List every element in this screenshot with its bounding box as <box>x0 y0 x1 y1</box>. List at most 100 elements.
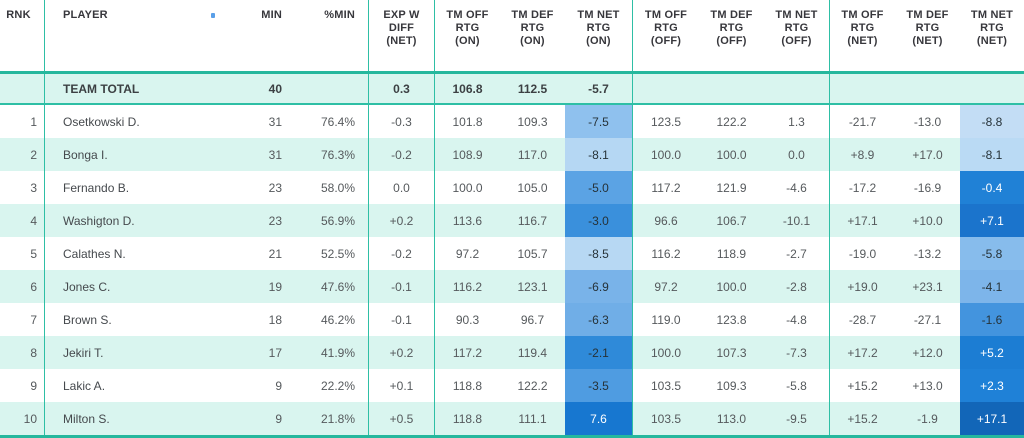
column-header-player-label: PLAYER <box>63 9 108 21</box>
cell-player[interactable]: Bonga I. <box>44 138 250 171</box>
cell-exp-w: -0.2 <box>368 237 434 270</box>
cell-rnk: 8 <box>30 345 37 360</box>
cell-player[interactable]: Milton S. <box>44 402 250 435</box>
cell-net-net: +7.1 <box>960 204 1024 237</box>
cell-rnk: 3 <box>30 180 37 195</box>
cell-off-off: 119.0 <box>632 303 699 336</box>
cell-def-net: -1.9 <box>917 411 938 426</box>
column-header-tm-off-rtg-off[interactable]: TM OFF RTG (OFF) <box>632 0 699 71</box>
column-header-min[interactable]: MIN <box>261 9 282 21</box>
column-header-tm-off-rtg-net[interactable]: TM OFF RTG (NET) <box>829 0 895 71</box>
cell-net-net <box>960 74 1024 103</box>
cell-pct-min <box>283 74 368 103</box>
cell-player[interactable]: Jones C. <box>44 270 250 303</box>
cell-net-on: 7.6 <box>565 402 632 435</box>
cell-def-off: 100.0 <box>716 279 747 294</box>
table-row: 1 Osetkowski D. 31 76.4% -0.3 101.8 109.3 -7.5 1… <box>0 105 1024 138</box>
cell-exp-w: -0.1 <box>368 303 434 336</box>
cell-net-off: -9.5 <box>786 411 807 426</box>
cell-off-off: 100.0 <box>632 336 699 369</box>
cell-player[interactable]: Osetkowski D. <box>44 105 250 138</box>
cell-def-net: +13.0 <box>912 378 943 393</box>
cell-player[interactable]: Jekiri T. <box>44 336 250 369</box>
cell-off-on: 101.8 <box>434 105 500 138</box>
cell-net-net: +17.1 <box>960 402 1024 435</box>
cell-rnk: 4 <box>30 213 37 228</box>
cell-off-on: 118.8 <box>434 369 500 402</box>
cell-pct-min: 52.5% <box>320 246 355 261</box>
column-header-rnk[interactable]: RNK <box>6 9 31 21</box>
cell-player[interactable]: TEAM TOTAL <box>44 74 250 103</box>
cell-net-on: -2.1 <box>565 336 632 369</box>
cell-off-off <box>632 74 699 103</box>
table-row: 4 Washigton D. 23 56.9% +0.2 113.6 116.7 -3.0 96… <box>0 204 1024 237</box>
cell-def-net: -16.9 <box>913 180 942 195</box>
cell-pct-min: 22.2% <box>320 378 355 393</box>
cell-off-net <box>829 74 895 103</box>
cell-net-on: -3.0 <box>565 204 632 237</box>
cell-pct-min: 76.3% <box>320 147 355 162</box>
cell-def-on: 119.4 <box>517 345 548 360</box>
column-header-tm-def-rtg-on[interactable]: TM DEF RTG (ON) <box>511 9 554 47</box>
cell-off-off: 123.5 <box>632 105 699 138</box>
cell-net-net: -8.1 <box>960 138 1024 171</box>
cell-player[interactable]: Brown S. <box>44 303 250 336</box>
cell-player[interactable]: Lakic A. <box>44 369 250 402</box>
cell-def-net: +12.0 <box>912 345 943 360</box>
cell-off-on: 90.3 <box>434 303 500 336</box>
table-row: 10 Milton S. 9 21.8% +0.5 118.8 111.1 7.6 103.5 1… <box>0 402 1024 435</box>
cell-def-off: 122.2 <box>716 114 747 129</box>
column-header-tm-def-rtg-net[interactable]: TM DEF RTG (NET) <box>906 9 949 47</box>
cell-off-net: +17.2 <box>829 336 895 369</box>
team-total-row: TEAM TOTAL 40 0.3 106.8 112.5 -5.7 <box>0 74 1024 105</box>
cell-def-on: 111.1 <box>518 411 547 426</box>
column-header-tm-net-rtg-on[interactable]: TM NET RTG (ON) <box>577 9 620 47</box>
cell-min: 18 <box>268 312 282 327</box>
column-header-player[interactable]: PLAYER <box>44 0 250 71</box>
column-header-tm-off-rtg-on[interactable]: TM OFF RTG (ON) <box>434 0 500 71</box>
cell-def-off: 109.3 <box>716 378 747 393</box>
cell-net-off: -10.1 <box>782 213 811 228</box>
cell-def-off: 113.0 <box>716 411 747 426</box>
cell-player[interactable]: Fernando B. <box>44 171 250 204</box>
cell-min: 9 <box>275 378 282 393</box>
table-row: 7 Brown S. 18 46.2% -0.1 90.3 96.7 -6.3 119.0 123… <box>0 303 1024 336</box>
column-header-exp-w-diff-net[interactable]: EXP W DIFF (NET) <box>368 0 434 71</box>
table-row: 3 Fernando B. 23 58.0% 0.0 100.0 105.0 -5.0 117.… <box>0 171 1024 204</box>
cell-off-off: 116.2 <box>632 237 699 270</box>
cell-def-on: 109.3 <box>517 114 548 129</box>
cell-def-net <box>895 74 960 103</box>
cell-def-off: 106.7 <box>716 213 747 228</box>
column-header-tm-net-rtg-net[interactable]: TM NET RTG (NET) <box>970 9 1014 47</box>
cell-def-off: 118.9 <box>716 246 747 261</box>
sort-indicator-icon[interactable] <box>211 13 215 18</box>
cell-net-on: -6.9 <box>565 270 632 303</box>
cell-pct-min: 58.0% <box>320 180 355 195</box>
cell-off-on: 97.2 <box>434 237 500 270</box>
cell-net-on: -5.0 <box>565 171 632 204</box>
cell-player[interactable]: Calathes N. <box>44 237 250 270</box>
cell-def-net: -13.0 <box>913 114 942 129</box>
cell-exp-w: +0.1 <box>368 369 434 402</box>
column-header-pct-min[interactable]: %MIN <box>324 9 355 21</box>
cell-def-off: 107.3 <box>716 345 747 360</box>
cell-net-on: -6.3 <box>565 303 632 336</box>
cell-player[interactable]: Washigton D. <box>44 204 250 237</box>
column-header-tm-net-rtg-off[interactable]: TM NET RTG (OFF) <box>775 9 818 47</box>
cell-exp-w: +0.2 <box>368 204 434 237</box>
cell-rnk: 10 <box>23 411 37 426</box>
cell-net-off: -5.8 <box>786 378 807 393</box>
cell-off-off: 117.2 <box>632 171 699 204</box>
table-row: 8 Jekiri T. 17 41.9% +0.2 117.2 119.4 -2.1 100.0… <box>0 336 1024 369</box>
cell-off-net: +8.9 <box>829 138 895 171</box>
cell-rnk: 9 <box>30 378 37 393</box>
cell-net-on: -7.5 <box>565 105 632 138</box>
cell-off-net: +15.2 <box>829 369 895 402</box>
cell-exp-w: -0.3 <box>368 105 434 138</box>
table-row: 2 Bonga I. 31 76.3% -0.2 108.9 117.0 -8.1 100.0 1… <box>0 138 1024 171</box>
cell-rnk: 2 <box>30 147 37 162</box>
cell-min: 31 <box>268 114 282 129</box>
column-header-tm-def-rtg-off[interactable]: TM DEF RTG (OFF) <box>710 9 753 47</box>
cell-net-on: -8.5 <box>565 237 632 270</box>
cell-min: 23 <box>268 213 282 228</box>
